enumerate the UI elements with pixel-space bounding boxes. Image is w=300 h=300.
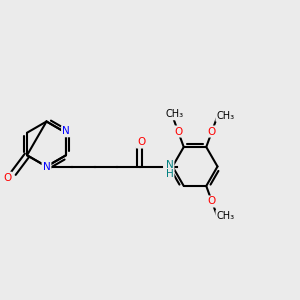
Text: CH₃: CH₃ [216,111,235,121]
Text: O: O [3,173,12,183]
Text: CH₃: CH₃ [166,109,184,119]
Text: O: O [208,127,216,136]
Text: N: N [62,126,70,136]
Text: O: O [137,137,145,148]
Text: O: O [174,127,182,136]
Text: N: N [166,160,173,170]
Text: CH₃: CH₃ [216,211,235,221]
Text: N: N [43,161,50,172]
Text: H: H [166,169,173,179]
Text: O: O [208,196,216,206]
